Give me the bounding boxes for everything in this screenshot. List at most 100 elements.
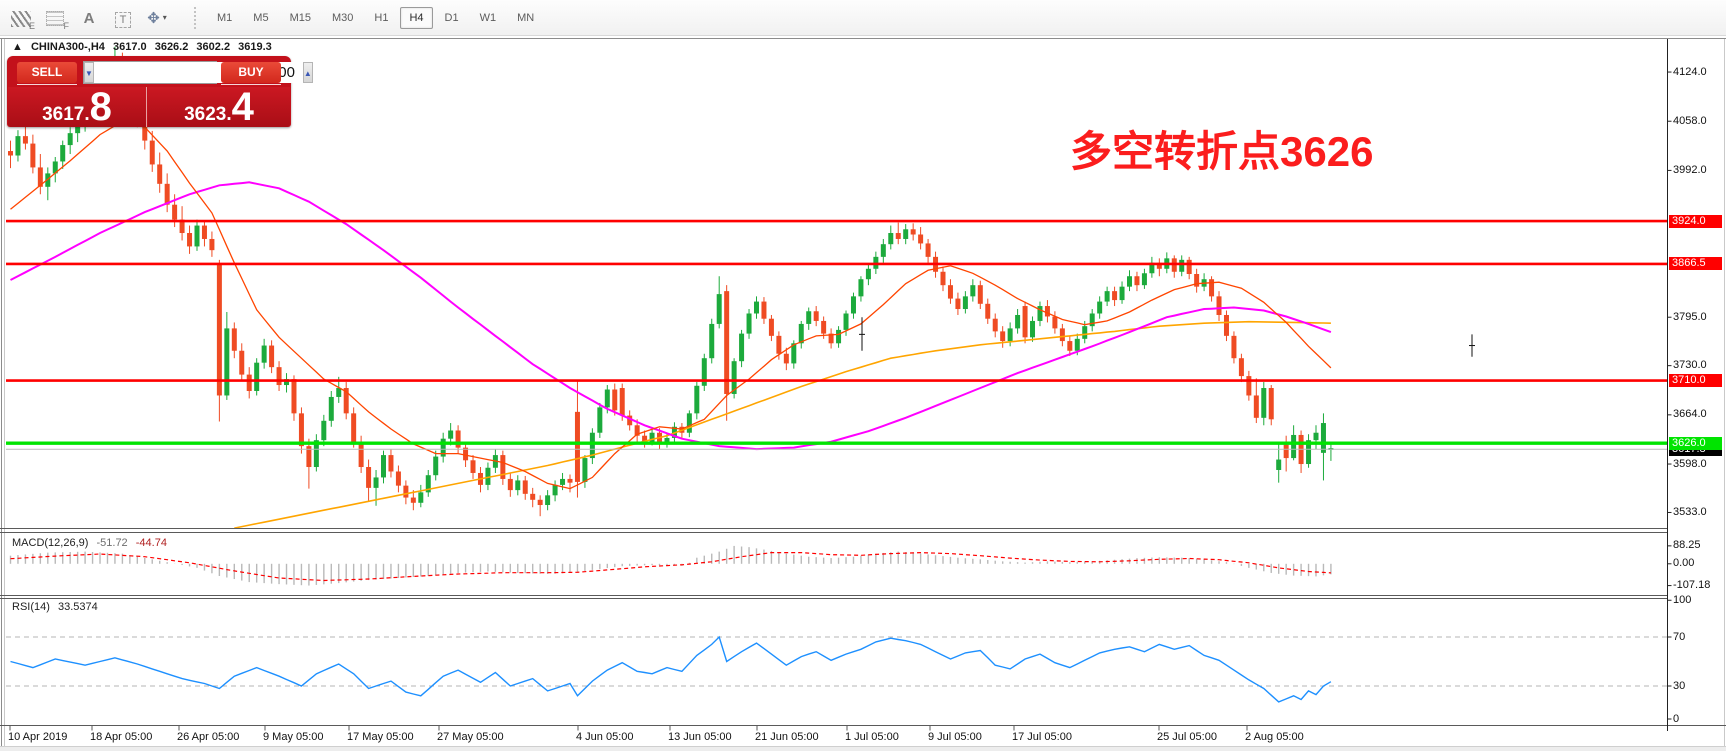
timeframe-button-m5[interactable]: M5: [253, 11, 269, 24]
candle-body: [425, 475, 431, 493]
candle-body: [1179, 259, 1185, 272]
text-label-button[interactable]: A: [76, 4, 102, 32]
chart-text-annotation[interactable]: 多空转折点3626: [1070, 128, 1374, 175]
chart-canvas[interactable]: [0, 36, 1726, 751]
candle-body: [336, 388, 342, 397]
collapse-panel-icon[interactable]: ▲: [12, 41, 23, 53]
volume-increase-button[interactable]: ▲: [302, 62, 313, 83]
text-box-button[interactable]: T: [110, 4, 136, 32]
candle-body: [1276, 459, 1282, 470]
candle-body: [1030, 320, 1036, 338]
time-label-17-Jul-05-00: 17 Jul 05:00: [1012, 731, 1072, 743]
candle-body: [552, 484, 558, 496]
candle-body: [619, 388, 625, 416]
grid-icon: [46, 10, 64, 26]
candle-body: [783, 353, 789, 364]
candle-body: [903, 229, 909, 239]
candle-body: [925, 243, 931, 257]
price-tick-4124.0: 4124.0: [1673, 65, 1707, 78]
timeframe-button-h1[interactable]: H1: [374, 11, 389, 24]
candle-body: [298, 413, 304, 447]
candle-body: [1089, 313, 1095, 327]
hline-label-3866.5: 3866.5: [1669, 257, 1722, 271]
candle-body: [1000, 331, 1006, 342]
candle-body: [1059, 328, 1065, 342]
candle-body: [149, 140, 155, 165]
time-label-17-May-05-00: 17 May 05:00: [347, 731, 414, 743]
candle-body: [694, 385, 700, 414]
timeframe-button-m30[interactable]: M30: [331, 11, 354, 24]
candle-body: [351, 413, 357, 442]
candle-body: [761, 301, 767, 319]
candle-body: [1320, 423, 1326, 453]
candle-body: [306, 446, 312, 468]
candle-body: [45, 173, 51, 187]
candle-body: [850, 296, 856, 314]
candle-body: [1127, 276, 1132, 287]
candle-body: [612, 389, 618, 411]
candle-body: [1141, 273, 1147, 286]
candle-body: [187, 233, 193, 247]
candle-body: [515, 480, 521, 491]
rsi-label: RSI(14): [12, 601, 50, 613]
candle-body: [433, 456, 439, 476]
candle-body: [836, 329, 842, 344]
macd-layer: [9, 545, 1332, 586]
candle-body: [746, 313, 752, 334]
candle-body: [843, 313, 849, 330]
buy-price-display[interactable]: 3623. 4: [148, 87, 290, 127]
candle-body: [291, 379, 297, 414]
candle-body: [649, 432, 655, 442]
candle-body: [754, 301, 759, 314]
candle-body: [455, 430, 461, 448]
candle-body: [216, 264, 222, 396]
candle-body: [388, 455, 394, 472]
macd-scale--107.18: -107.18: [1673, 579, 1711, 592]
chart-profile-button[interactable]: E: [8, 4, 35, 32]
timeframe-button-w1[interactable]: W1: [479, 11, 497, 24]
volume-decrease-button[interactable]: ▼: [84, 62, 94, 83]
candle-body: [261, 345, 267, 363]
candle-body: [366, 467, 372, 488]
candle-body: [597, 407, 603, 433]
sell-button[interactable]: SELL: [17, 62, 77, 83]
rsi-value: 33.5374: [57, 601, 98, 613]
timeframe-button-d1[interactable]: D1: [444, 11, 459, 24]
candle-body: [940, 271, 946, 286]
candle-body: [1015, 314, 1021, 329]
high-value: 3626.2: [154, 41, 189, 53]
candle-body: [828, 333, 834, 344]
subscript-e: E: [28, 20, 35, 31]
grid-template-button[interactable]: F: [42, 4, 69, 32]
buy-button[interactable]: BUY: [221, 62, 281, 83]
candle-body: [440, 438, 446, 457]
candle-body: [22, 136, 28, 144]
timeframe-button-m15[interactable]: M15: [289, 11, 311, 24]
window-bottom-edge: [0, 746, 1726, 751]
candle-body: [806, 311, 812, 324]
candle-body: [507, 478, 513, 491]
timeframe-button-m1[interactable]: M1: [217, 11, 233, 24]
candle-body: [627, 415, 633, 426]
price-tick-3664.0: 3664.0: [1673, 408, 1707, 421]
candle-body: [1074, 338, 1080, 351]
candle-body: [574, 411, 580, 482]
price-tick-4058.0: 4058.0: [1673, 114, 1707, 127]
candle-body: [1052, 316, 1058, 329]
candle-body: [448, 430, 454, 439]
candle-body: [30, 143, 36, 168]
timeframe-button-h4[interactable]: H4: [400, 6, 433, 29]
toolbar-separator[interactable]: [194, 6, 198, 29]
chart-stripes-icon: [11, 10, 31, 27]
candle-body: [686, 413, 692, 433]
sell-price-display[interactable]: 3617. 8: [8, 87, 147, 127]
letter-a-icon: A: [83, 9, 95, 27]
time-label-9-Jul-05-00: 9 Jul 05:00: [928, 731, 982, 743]
candle-body: [962, 296, 968, 310]
volume-box: ▼ ▲: [83, 61, 313, 84]
timeframe-button-mn[interactable]: MN: [517, 11, 535, 24]
candle-body: [157, 164, 163, 184]
candle-body: [1246, 376, 1252, 396]
arrows-tool-button[interactable]: ✥ ▾: [144, 4, 170, 32]
